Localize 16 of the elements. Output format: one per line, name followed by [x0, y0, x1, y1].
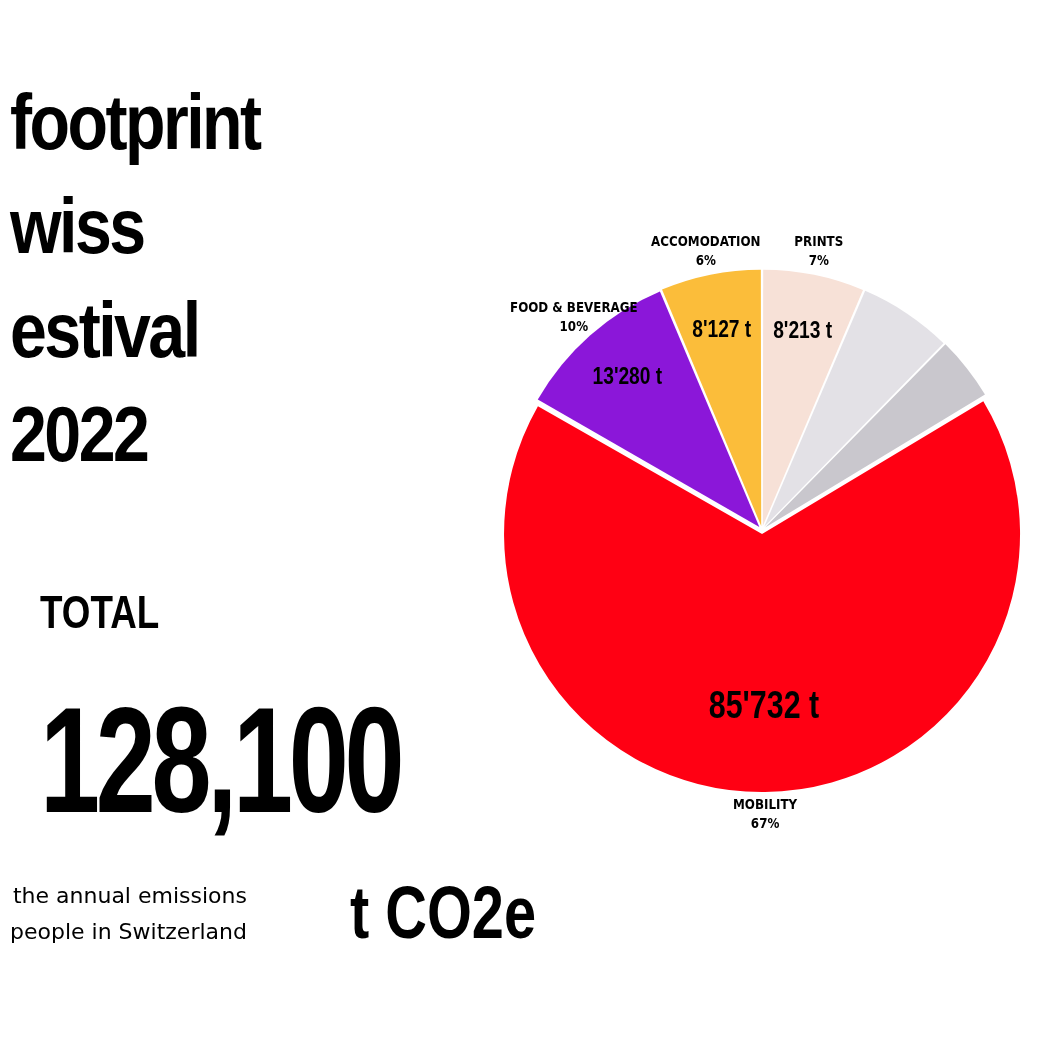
text: t CO2e [350, 870, 537, 955]
text: 7% [808, 252, 829, 269]
chart-title: footprint wiss estival 2022 [10, 77, 260, 480]
text: TOTAL [40, 585, 160, 639]
text: 6% [695, 252, 716, 269]
data-label: 13'280 t [592, 362, 663, 390]
data-label: 8'213 t [773, 315, 833, 344]
data-label: 85'732 t [708, 684, 820, 726]
text: 67% [750, 814, 780, 831]
slice-label: MOBILITY [733, 795, 798, 812]
slice-label: ACCOMODATION [651, 233, 761, 250]
text: 128,100 [40, 676, 401, 844]
text: the annual emissions people in Switzerland [10, 882, 247, 946]
text: 10% [559, 318, 589, 335]
slice-label: PRINTS [794, 233, 844, 250]
data-label: 8'127 t [692, 315, 752, 343]
